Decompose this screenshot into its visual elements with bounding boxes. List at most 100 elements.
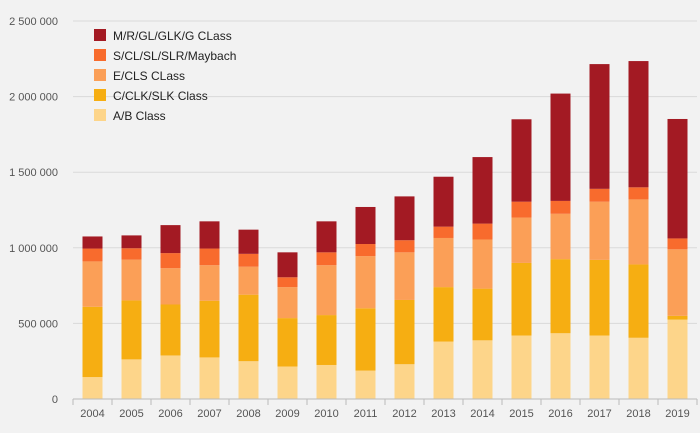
x-tick-label: 2004 [80,408,104,420]
bar-segment [394,252,415,300]
bar-segment [667,118,688,239]
bar-segment [238,294,259,362]
bar-segment [355,244,376,257]
bar-segment [277,366,298,399]
bar-segment [316,265,337,316]
x-tick-label: 2008 [236,408,260,420]
x-tick-label: 2005 [119,408,143,420]
bar-segment [394,196,415,241]
bar-segment [199,300,220,358]
legend-label: A/B Class [113,109,166,123]
x-tick-label: 2010 [314,408,338,420]
bar-segment [355,308,376,371]
bar-segment [511,119,532,202]
legend-label: S/CL/SL/SLR/Maybach [113,49,236,63]
bar-segment [277,318,298,367]
y-tick-label: 2 000 000 [9,92,58,104]
bar-segment [628,264,649,338]
x-tick-label: 2007 [197,408,221,420]
bar-segment [277,287,298,319]
bar-segment [316,315,337,365]
y-tick-label: 1 500 000 [9,167,58,179]
bar-segment [589,335,610,399]
x-tick-label: 2015 [509,408,533,420]
bar-segment [628,199,649,265]
bar-segment [589,201,610,260]
bar-segment [433,237,454,288]
legend: M/R/GL/GLK/G CLass S/CL/SL/SLR/Maybach E/C… [94,29,236,123]
bar-segment [472,288,493,341]
bar-segment [472,223,493,240]
bar-segment [667,249,688,316]
bar-segment [355,206,376,245]
bar-segment [589,188,610,202]
bar-segment [238,229,259,254]
bar-segment [316,252,337,266]
legend-label: C/CLK/SLK Class [113,89,208,103]
bar-segment [199,357,220,399]
bar-segment [355,256,376,309]
bar-segment [316,221,337,253]
bar-segment [394,364,415,399]
bar-segment [667,238,688,250]
bar-segment [589,259,610,336]
bar-segment [472,157,493,224]
bar-segment [394,299,415,365]
legend-swatch [94,29,106,41]
bar-segment [472,340,493,399]
bar-segment [82,236,103,249]
bar-segment [589,64,610,189]
legend-swatch [94,109,106,121]
bar-segment [82,261,103,307]
y-tick-label: 0 [52,394,58,406]
bar-segment [160,304,181,356]
bar-segment [121,235,142,249]
bar-segment [550,213,571,260]
legend-swatch [94,69,106,81]
bar-segment [82,248,103,262]
bar-segment [628,187,649,200]
bar-segment [199,221,220,249]
bar-segment [628,61,649,188]
bar-segment [199,248,220,266]
bar-segment [160,355,181,399]
bar-segment [121,300,142,360]
bar-segment [238,253,259,267]
x-tick-label: 2019 [665,408,689,420]
y-tick-label: 2 500 000 [9,16,58,28]
bar-segment [511,335,532,399]
bar-segment [550,93,571,201]
bar-segment [628,337,649,399]
bar-segment [316,364,337,399]
bar-segment [511,262,532,336]
bar-segment [433,226,454,238]
bar-segment [121,359,142,399]
x-tick-label: 2014 [470,408,494,420]
bar-segment [472,239,493,289]
bar-segment [82,377,103,399]
x-tick-label: 2012 [392,408,416,420]
bar-segment [160,225,181,254]
x-tick-label: 2006 [158,408,182,420]
legend-swatch [94,49,106,61]
bar-segment [394,240,415,253]
legend-label: E/CLS CLass [113,69,185,83]
bar-segment [550,200,571,214]
bar-segment [277,277,298,288]
bar-segment [433,341,454,399]
x-tick-label: 2018 [626,408,650,420]
bar-segment [550,333,571,399]
bar-segment [355,370,376,399]
bar-segment [433,287,454,342]
bar-segment [667,315,688,320]
bar-segment [277,252,298,278]
bar-segment [121,248,142,260]
legend-label: M/R/GL/GLK/G CLass [113,29,232,43]
y-tick-label: 1 000 000 [9,243,58,255]
bar-segment [199,265,220,301]
y-tick-label: 500 000 [18,318,58,330]
legend-swatch [94,89,106,101]
bar-segment [511,217,532,263]
